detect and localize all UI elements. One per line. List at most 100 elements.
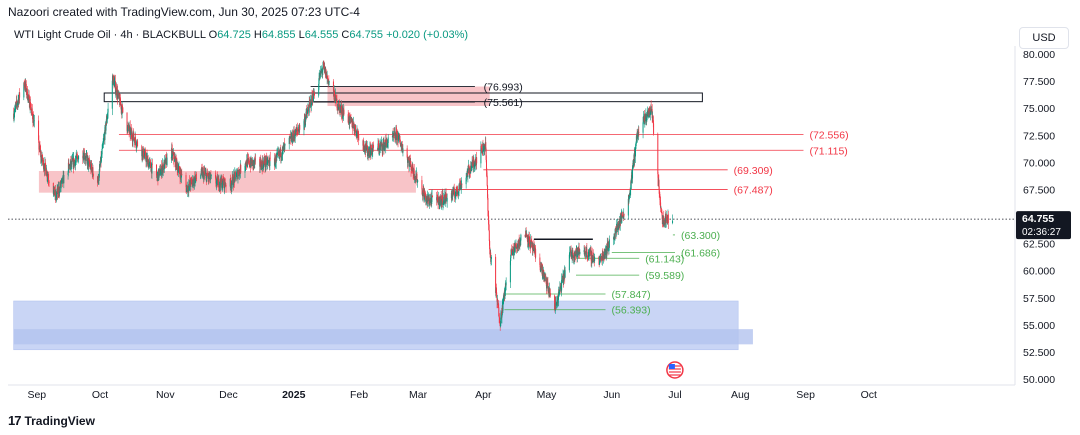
candle-body <box>630 181 632 190</box>
candle-body <box>603 254 605 255</box>
symbol-title[interactable]: WTI Light Crude Oil · 4h · BLACKBULL <box>14 29 206 41</box>
candle-body <box>17 103 19 105</box>
candle-body <box>136 145 138 147</box>
candle-body <box>504 291 506 296</box>
candle-body <box>341 105 343 114</box>
candle-body <box>365 143 367 151</box>
candle-body <box>266 157 268 159</box>
candle-body <box>275 162 277 165</box>
candle-body <box>539 264 541 271</box>
candle-body <box>276 154 278 157</box>
candle-body <box>166 157 168 166</box>
candle-body <box>500 313 502 324</box>
candle-body <box>92 167 94 174</box>
candle-body <box>446 198 448 202</box>
candle-body <box>71 160 73 165</box>
candle-body <box>180 174 182 178</box>
candle-body <box>514 248 516 252</box>
candle-body <box>650 105 652 111</box>
candle-body <box>614 239 616 241</box>
candle-body <box>115 87 117 96</box>
time-tick-label: Oct <box>92 389 108 401</box>
candle-body <box>549 287 551 296</box>
candle-body <box>515 244 517 248</box>
candle-body <box>511 250 513 253</box>
candle-body <box>394 132 396 138</box>
candle-body <box>354 127 356 132</box>
candle-body <box>633 163 635 167</box>
candle-body <box>133 139 135 141</box>
candle-body <box>204 171 206 175</box>
candle-body <box>235 176 237 180</box>
price-tick-label: 50.000 <box>1023 374 1055 386</box>
candle-body <box>561 278 563 280</box>
candle-body <box>481 148 483 151</box>
candle-body <box>277 151 279 154</box>
candle-body <box>549 293 551 296</box>
support-level-label: (57.847) <box>611 289 650 301</box>
candle-body <box>190 179 192 181</box>
candle-body <box>468 166 470 168</box>
candle-body <box>365 143 367 146</box>
candle-body <box>89 164 91 166</box>
candle-body <box>645 115 647 122</box>
candle-body <box>25 84 27 93</box>
candle-body <box>15 102 17 106</box>
candle-body <box>322 62 324 68</box>
candle-body <box>38 120 40 141</box>
candle-body <box>573 255 575 259</box>
candle-body <box>630 175 632 184</box>
currency-button[interactable]: USD <box>1019 27 1069 49</box>
price-tick-label: 67.500 <box>1023 184 1055 196</box>
candle-body <box>120 104 122 105</box>
candle-body <box>14 105 16 107</box>
candle-body <box>635 143 637 145</box>
candle-body <box>82 157 84 159</box>
candle-body <box>230 178 232 184</box>
footer-brand[interactable]: 17 TradingView <box>8 413 95 428</box>
candle-body <box>275 157 277 165</box>
candle-body <box>490 259 492 262</box>
candle-body <box>469 168 471 172</box>
candle-body <box>637 131 639 136</box>
candle-body <box>425 197 427 201</box>
candle-body <box>660 207 662 213</box>
candle-body <box>216 180 218 185</box>
candle-body <box>385 139 387 148</box>
candle-body <box>614 234 616 240</box>
candle-body <box>143 157 145 159</box>
close-label: C <box>341 29 350 41</box>
candle-body <box>47 175 49 178</box>
candle-body <box>542 270 544 276</box>
candle-body <box>620 220 622 222</box>
candle-body <box>370 144 372 151</box>
candle-body <box>397 135 399 142</box>
candle-body <box>572 250 574 258</box>
last-price-badge <box>1016 211 1071 240</box>
candle-body <box>218 178 220 188</box>
candle-body <box>28 96 30 108</box>
candle-body <box>623 214 625 216</box>
candle-body <box>192 183 194 186</box>
candle-body <box>259 158 261 167</box>
candle-body <box>525 231 527 236</box>
candle-body <box>327 78 329 80</box>
candle-body <box>431 195 433 198</box>
candle-body <box>454 195 456 199</box>
candle-body <box>313 93 315 96</box>
candle-body <box>395 131 397 141</box>
candle-body <box>32 113 34 120</box>
candle-body <box>159 173 161 176</box>
candle-body <box>398 135 400 140</box>
candle-body <box>586 252 588 257</box>
candle-body <box>482 150 484 152</box>
candle-body <box>104 127 106 140</box>
candle-body <box>496 292 498 298</box>
candle-body <box>233 175 235 178</box>
candle-body <box>202 171 204 177</box>
candle-body <box>158 169 160 173</box>
candle-body <box>489 249 491 255</box>
candle-body <box>181 174 183 176</box>
candle-body <box>649 108 651 110</box>
